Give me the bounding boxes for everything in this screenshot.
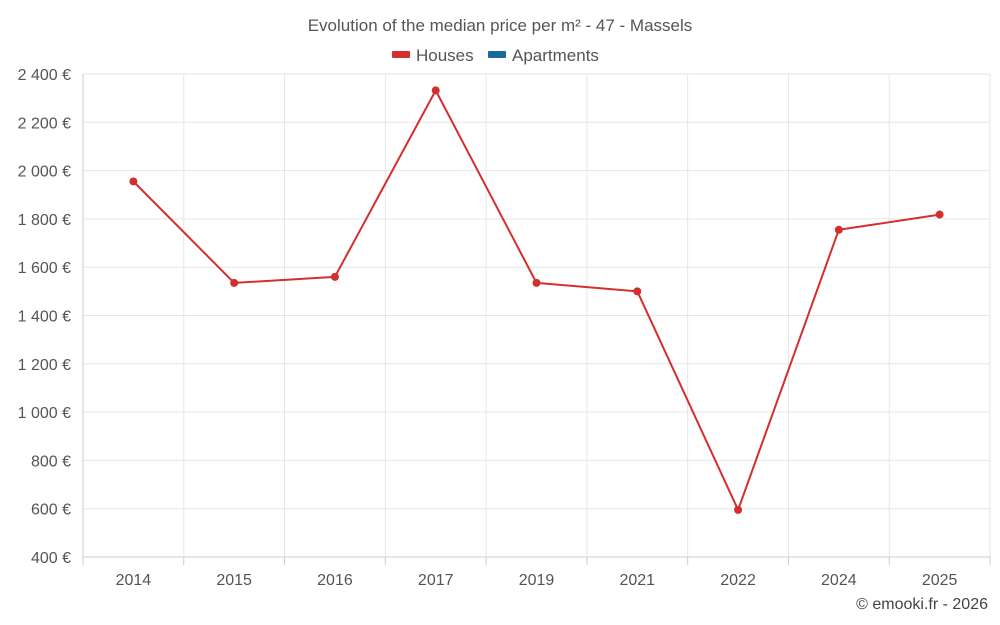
y-tick-label: 600 €: [31, 502, 71, 519]
series-houses: [129, 86, 944, 514]
data-point[interactable]: [935, 210, 944, 219]
y-tick-label: 1 000 €: [18, 405, 71, 422]
data-point[interactable]: [230, 278, 239, 287]
legend-swatch-houses[interactable]: [392, 51, 410, 58]
x-tick-label: 2025: [922, 572, 958, 589]
data-point[interactable]: [431, 86, 440, 95]
legend-label-houses[interactable]: Houses: [416, 46, 474, 65]
x-tick-label: 2024: [821, 572, 857, 589]
x-tick-label: 2021: [619, 572, 655, 589]
data-point[interactable]: [633, 287, 642, 296]
credit-text: © emooki.fr - 2026: [856, 596, 988, 613]
y-tick-label: 2 200 €: [18, 115, 71, 132]
y-tick-label: 1 400 €: [18, 309, 71, 326]
legend: Houses Apartments: [392, 46, 599, 65]
y-tick-label: 1 800 €: [18, 212, 71, 229]
data-point[interactable]: [734, 505, 743, 514]
y-tick-label: 800 €: [31, 453, 71, 470]
legend-swatch-apartments[interactable]: [488, 51, 506, 58]
x-tick-label: 2016: [317, 572, 353, 589]
y-tick-label: 2 000 €: [18, 164, 71, 181]
legend-label-apartments[interactable]: Apartments: [512, 46, 599, 65]
y-tick-label: 400 €: [31, 550, 71, 567]
y-tick-label: 1 200 €: [18, 357, 71, 374]
x-tick-label: 2014: [116, 572, 152, 589]
x-tick-label: 2022: [720, 572, 756, 589]
x-tick-label: 2015: [216, 572, 252, 589]
y-axis: 400 € 600 € 800 € 1 000 € 1 200 € 1 400 € 1 60…: [18, 67, 71, 567]
data-point[interactable]: [129, 177, 138, 186]
data-point[interactable]: [532, 278, 541, 287]
chart-title: Evolution of the median price per m² - 4…: [308, 16, 693, 35]
y-tick-label: 2 400 €: [18, 67, 71, 84]
gridlines: [82, 73, 991, 558]
data-point[interactable]: [330, 272, 339, 281]
x-axis: 2014 2015 2016 2017 2019 2021 2022 2024 2025: [82, 557, 991, 589]
x-tick-label: 2019: [519, 572, 555, 589]
series-line-houses: [132, 89, 940, 511]
y-tick-label: 1 600 €: [18, 260, 71, 277]
x-tick-label: 2017: [418, 572, 454, 589]
data-point[interactable]: [834, 225, 843, 234]
